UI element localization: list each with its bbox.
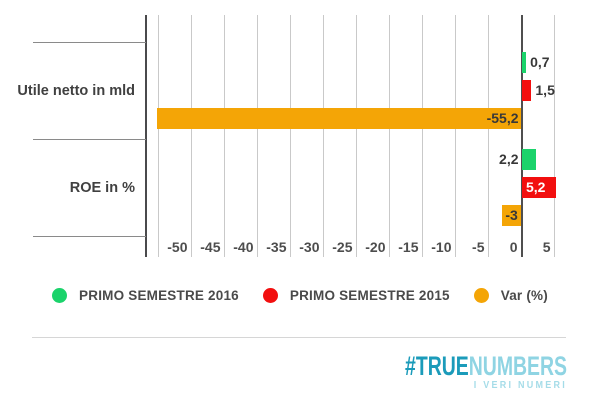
gridline	[191, 15, 192, 257]
x-tick-label: -10	[431, 239, 452, 255]
legend-item-primo-semestre-2016[interactable]: PRIMO SEMESTRE 2016	[52, 288, 239, 303]
gridline	[488, 15, 489, 257]
gridline	[455, 15, 456, 257]
x-tick-label: 5	[542, 239, 551, 255]
brand-logo: #TRUENUMBERS I VERI NUMERI	[342, 351, 567, 392]
bar-utile-netto-s0[interactable]	[521, 51, 527, 74]
x-tick-label: -30	[299, 239, 320, 255]
brand-wordmark: #TRUENUMBERS	[404, 351, 567, 381]
x-tick-label: -15	[398, 239, 419, 255]
legend: PRIMO SEMESTRE 2016 PRIMO SEMESTRE 2015 …	[0, 288, 600, 303]
legend-label: PRIMO SEMESTRE 2015	[289, 288, 450, 303]
legend-label: Var (%)	[500, 288, 548, 303]
brand-wordmark-numbers: NUMBERS	[468, 351, 567, 381]
x-tick-label: -35	[266, 239, 287, 255]
bar-value-label: 1,5	[535, 81, 555, 98]
gridline	[224, 15, 225, 257]
category-label: ROE in %	[69, 179, 135, 196]
legend-item-var[interactable]: Var (%)	[473, 288, 548, 303]
brand-tagline: I VERI NUMERI	[473, 380, 567, 391]
x-tick-label: -40	[233, 239, 254, 255]
bar-value-label: 5,2	[526, 178, 546, 195]
gridline	[158, 15, 159, 257]
x-tick-label: 0	[509, 239, 518, 255]
footer-divider	[32, 337, 566, 338]
gridline	[356, 15, 357, 257]
category-separator	[33, 236, 146, 237]
zero-line	[520, 15, 523, 257]
category-axis-line	[144, 15, 147, 257]
legend-label: PRIMO SEMESTRE 2016	[79, 288, 239, 303]
category-separator	[33, 139, 146, 140]
legend-item-primo-semestre-2015[interactable]: PRIMO SEMESTRE 2015	[262, 288, 450, 303]
category-label: Utile netto in mld	[17, 82, 135, 99]
legend-swatch-red	[262, 288, 278, 303]
bar-value-label: 0,7	[530, 53, 550, 70]
gridline	[290, 15, 291, 257]
bar-value-label: -3	[505, 206, 518, 223]
gridline	[323, 15, 324, 257]
legend-swatch-green	[52, 288, 68, 303]
x-tick-label: -20	[365, 239, 386, 255]
bar-utile-netto-s2[interactable]	[157, 107, 522, 130]
bar-roe-s0[interactable]	[521, 148, 537, 171]
gridline	[257, 15, 258, 257]
bar-roe-s1[interactable]	[521, 176, 556, 199]
legend-swatch-orange	[473, 288, 489, 303]
x-tick-label: -50	[167, 239, 188, 255]
bar-utile-netto-s1[interactable]	[521, 79, 532, 102]
brand-wordmark-true: #TRUE	[404, 351, 469, 381]
bar-roe-s2[interactable]	[501, 204, 522, 227]
category-separator	[33, 42, 146, 43]
gridline	[422, 15, 423, 257]
x-tick-label: -5	[472, 239, 485, 255]
gridline	[389, 15, 390, 257]
bar-value-label: -55,2	[486, 109, 519, 126]
x-tick-label: -45	[200, 239, 221, 255]
x-tick-label: -25	[332, 239, 353, 255]
gridline	[554, 15, 555, 257]
bar-value-label: 2,2	[499, 150, 519, 167]
